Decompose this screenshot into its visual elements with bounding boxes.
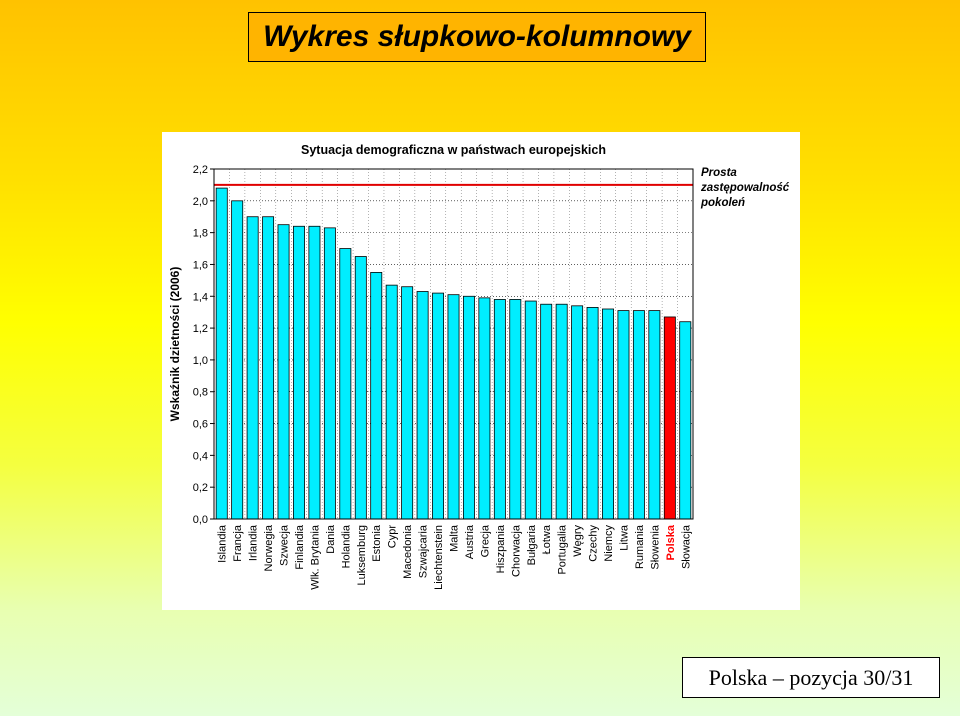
bar-wlk-brytania [308,225,321,520]
bar-chorwacja [509,299,522,520]
bar-malta [447,294,460,520]
y-tick-label: 0,0 [193,514,208,526]
replacement-level-label: pokoleń [700,197,745,209]
x-tick-label: Chorwacja [510,524,522,577]
slide-title: Wykres słupkowo-kolumnowy [248,12,706,62]
bar-liechtenstein [432,292,445,520]
x-tick-label: Słowenia [649,524,661,570]
bar-polska [663,316,676,520]
x-tick-label: Norwegia [263,524,275,571]
x-tick-label: Portugalia [557,524,569,574]
x-tick-label: Bułgaria [526,524,538,565]
replacement-level-label: Prosta [701,167,737,179]
x-tick-label: Słowacja [680,524,692,569]
x-tick-label: Wlk. Brytania [309,524,321,590]
x-tick-label: Czechy [588,525,600,562]
chart-panel: Sytuacja demograficzna w państwach europ… [162,132,800,610]
bar-słowacja [679,321,692,520]
x-tick-label: Islandia [217,524,229,563]
bar-litwa [617,310,630,520]
y-tick-label: 1,2 [193,323,208,335]
y-tick-label: 1,4 [193,291,208,303]
x-tick-label: Węgry [572,525,584,557]
bar-hiszpania [493,299,506,520]
x-tick-label: Łotwa [541,524,553,554]
x-tick-label: Holandia [340,524,352,568]
bar-irlandia [246,216,259,520]
bar-rumania [632,310,645,520]
y-tick-label: 2,2 [193,164,208,176]
y-tick-label: 0,4 [193,450,208,462]
x-tick-label: Francja [232,524,244,562]
x-tick-label: Rumania [634,524,646,569]
x-tick-label: Luksemburg [356,525,368,586]
x-tick-label: Liechtenstein [433,525,445,590]
y-tick-label: 1,8 [193,228,208,240]
bar-niemcy [602,308,614,520]
plot-frame [213,168,694,520]
y-tick-label: 0,6 [193,419,208,431]
y-tick-label: 2,0 [193,196,208,208]
x-tick-label: Malta [449,524,461,552]
bar-łotwa [540,303,553,520]
bar-grecja [478,297,491,520]
x-tick-label: Szwecja [279,524,291,566]
x-tick-label: Estonia [371,524,383,562]
bar-szwecja [277,224,290,520]
x-tick-label: Grecja [479,524,491,557]
bar-bułgaria [524,300,537,520]
replacement-level-label: zastępowalność [700,182,790,194]
x-tick-label: Cypr [387,525,399,549]
position-box: Polska – pozycja 30/31 [682,657,940,698]
x-tick-label: Szwajcaria [418,524,430,578]
x-tick-label: Finlandia [294,524,306,570]
y-axis-label: Wskaźnik dzietności (2006) [168,267,182,422]
bar-szwajcaria [416,291,429,520]
bar-macedonia [401,286,414,520]
x-tick-label: Polska [665,524,677,560]
x-tick-label: Litwa [618,524,630,551]
bar-holandia [339,248,352,520]
bar-norwegia [262,216,275,520]
x-tick-label: Niemcy [603,525,615,562]
bar-francja [231,200,244,520]
position-text: Polska – pozycja 30/31 [708,664,914,690]
bar-czechy [586,307,599,520]
bar-węgry [571,305,584,520]
bar-estonia [370,272,383,520]
bar-chart: Sytuacja demograficzna w państwach europ… [168,143,790,590]
x-tick-label: Irlandia [248,524,260,561]
bar-dania [323,227,336,520]
bar-islandia [215,187,228,520]
slide-title-text: Wykres słupkowo-kolumnowy [263,20,691,53]
x-tick-label: Austria [464,524,476,559]
x-tick-label: Macedonia [402,524,414,579]
bar-austria [462,295,475,520]
bar-portugalia [555,303,568,520]
x-tick-label: Dania [325,524,337,554]
bar-słowenia [648,310,661,520]
y-tick-label: 1,0 [193,355,208,367]
x-tick-label: Hiszpania [495,524,507,573]
bar-luksemburg [354,256,367,520]
bar-finlandia [293,225,305,520]
y-tick-label: 0,8 [193,387,208,399]
y-tick-label: 0,2 [193,482,208,494]
chart-title: Sytuacja demograficzna w państwach europ… [301,143,606,157]
y-tick-label: 1,6 [193,259,208,271]
bar-cypr [385,284,398,520]
